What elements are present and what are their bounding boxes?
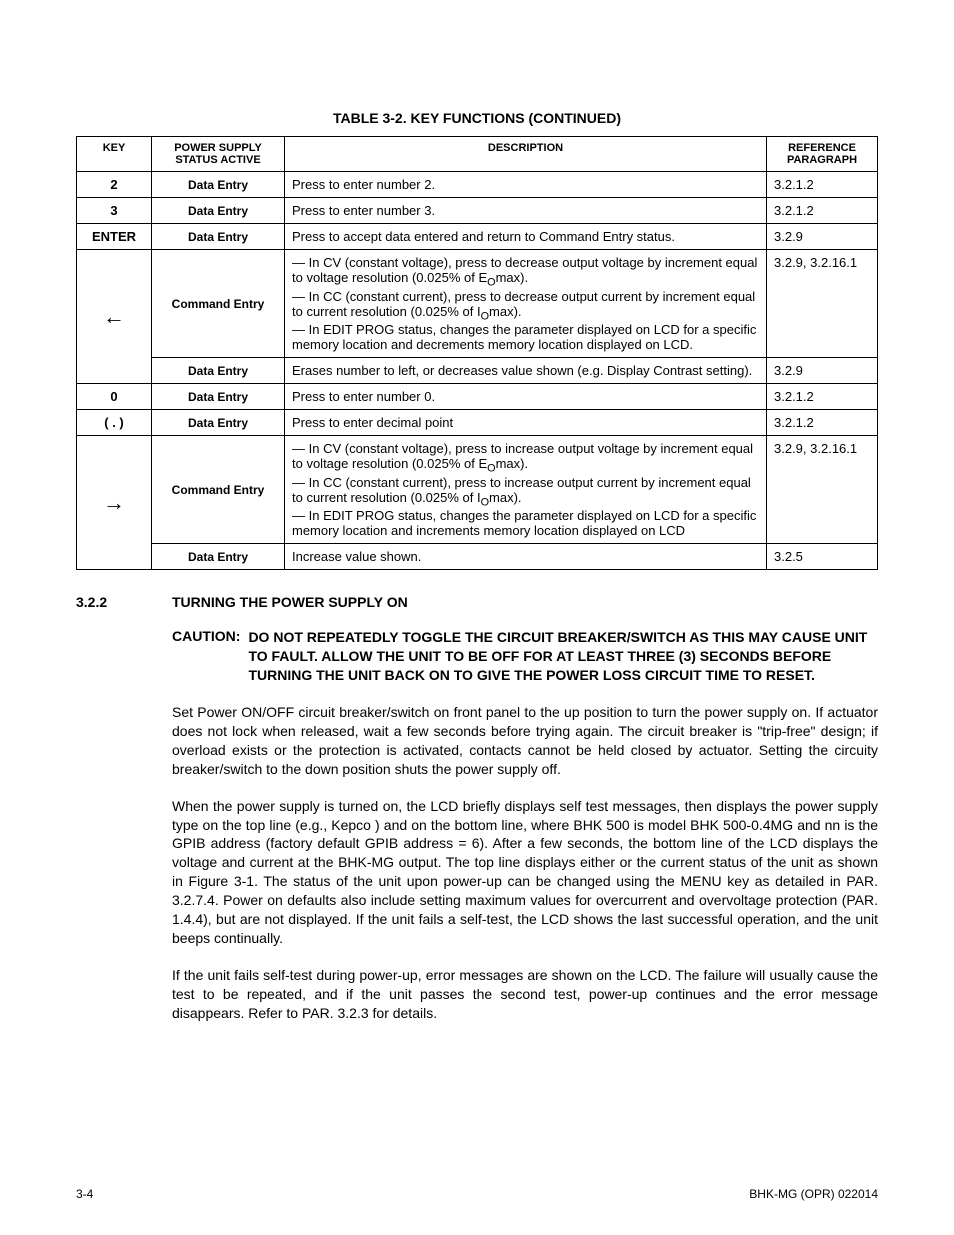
reference-cell: 3.2.9 — [767, 358, 878, 384]
status-cell: Command Entry — [152, 250, 285, 358]
reference-cell: 3.2.5 — [767, 544, 878, 570]
status-cell: Data Entry — [152, 358, 285, 384]
status-cell: Data Entry — [152, 198, 285, 224]
table-row: →Command Entry— In CV (constant voltage)… — [77, 436, 878, 544]
key-cell: ( . ) — [77, 410, 152, 436]
table-row: Data EntryIncrease value shown.3.2.5 — [77, 544, 878, 570]
reference-cell: 3.2.1.2 — [767, 410, 878, 436]
key-cell: 2 — [77, 172, 152, 198]
description-cell: Press to enter number 0. — [285, 384, 767, 410]
section-heading: 3.2.2 TURNING THE POWER SUPPLY ON — [76, 594, 878, 610]
key-cell: 0 — [77, 384, 152, 410]
table-row: 3Data EntryPress to enter number 3.3.2.1… — [77, 198, 878, 224]
status-cell: Data Entry — [152, 410, 285, 436]
status-cell: Data Entry — [152, 172, 285, 198]
reference-cell: 3.2.9, 3.2.16.1 — [767, 250, 878, 358]
reference-cell: 3.2.1.2 — [767, 172, 878, 198]
footer-page-number: 3-4 — [76, 1187, 93, 1201]
caution-block: CAUTION: DO NOT REPEATEDLY TOGGLE THE CI… — [172, 628, 878, 685]
table-header-row: KEY POWER SUPPLY STATUS ACTIVE DESCRIPTI… — [77, 137, 878, 172]
th-reference: REFERENCE PARAGRAPH — [767, 137, 878, 172]
description-cell: — In CV (constant voltage), press to dec… — [285, 250, 767, 358]
description-cell: Erases number to left, or decreases valu… — [285, 358, 767, 384]
section-number: 3.2.2 — [76, 594, 172, 610]
reference-cell: 3.2.1.2 — [767, 198, 878, 224]
paragraph-2: When the power supply is turned on, the … — [172, 797, 878, 948]
th-key: KEY — [77, 137, 152, 172]
key-cell: ← — [77, 250, 152, 384]
table-row: 0Data EntryPress to enter number 0.3.2.1… — [77, 384, 878, 410]
th-description: DESCRIPTION — [285, 137, 767, 172]
paragraph-1: Set Power ON/OFF circuit breaker/switch … — [172, 703, 878, 779]
caution-label: CAUTION: — [172, 628, 248, 685]
table-body: 2Data EntryPress to enter number 2.3.2.1… — [77, 172, 878, 570]
reference-cell: 3.2.9 — [767, 224, 878, 250]
th-status: POWER SUPPLY STATUS ACTIVE — [152, 137, 285, 172]
status-cell: Data Entry — [152, 544, 285, 570]
caution-text: DO NOT REPEATEDLY TOGGLE THE CIRCUIT BRE… — [248, 628, 878, 685]
key-functions-table: KEY POWER SUPPLY STATUS ACTIVE DESCRIPTI… — [76, 136, 878, 570]
reference-cell: 3.2.1.2 — [767, 384, 878, 410]
description-cell: Press to enter number 3. — [285, 198, 767, 224]
key-cell: → — [77, 436, 152, 570]
description-cell: Press to enter number 2. — [285, 172, 767, 198]
paragraph-3: If the unit fails self-test during power… — [172, 966, 878, 1023]
table-row: ENTERData EntryPress to accept data ente… — [77, 224, 878, 250]
status-cell: Data Entry — [152, 224, 285, 250]
key-cell: 3 — [77, 198, 152, 224]
key-cell: ENTER — [77, 224, 152, 250]
status-cell: Data Entry — [152, 384, 285, 410]
description-cell: Press to enter decimal point — [285, 410, 767, 436]
section-title: TURNING THE POWER SUPPLY ON — [172, 594, 408, 610]
footer-doc-id: BHK-MG (OPR) 022014 — [749, 1187, 878, 1201]
table-title: TABLE 3-2. KEY FUNCTIONS (CONTINUED) — [76, 110, 878, 126]
reference-cell: 3.2.9, 3.2.16.1 — [767, 436, 878, 544]
table-row: 2Data EntryPress to enter number 2.3.2.1… — [77, 172, 878, 198]
description-cell: Increase value shown. — [285, 544, 767, 570]
table-row: ←Command Entry— In CV (constant voltage)… — [77, 250, 878, 358]
description-cell: Press to accept data entered and return … — [285, 224, 767, 250]
status-cell: Command Entry — [152, 436, 285, 544]
description-cell: — In CV (constant voltage), press to inc… — [285, 436, 767, 544]
table-row: Data EntryErases number to left, or decr… — [77, 358, 878, 384]
page-footer: 3-4 BHK-MG (OPR) 022014 — [76, 1187, 878, 1201]
page-container: TABLE 3-2. KEY FUNCTIONS (CONTINUED) KEY… — [0, 0, 954, 1235]
table-row: ( . )Data EntryPress to enter decimal po… — [77, 410, 878, 436]
